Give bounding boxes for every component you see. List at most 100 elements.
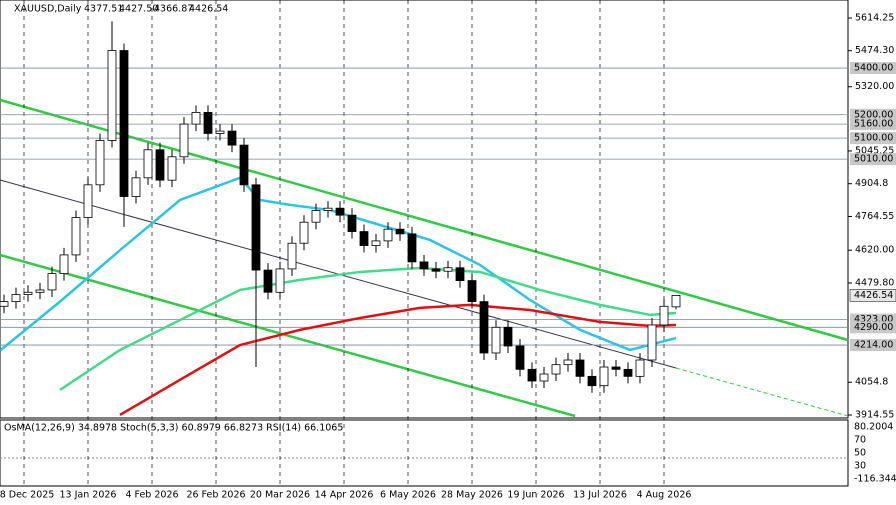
- level-label-box: [850, 321, 896, 334]
- level-label: 4323.00: [854, 314, 893, 325]
- x-tick-label: 26 Feb 2026: [186, 490, 245, 501]
- x-tick-label: 13 Jan 2026: [60, 490, 117, 501]
- candle-body: [563, 359, 573, 366]
- candle-body: [251, 184, 261, 271]
- candle-body: [407, 233, 417, 263]
- candle-body: [23, 291, 33, 296]
- indicator-scale-label: 70: [854, 435, 866, 446]
- y-tick-label: 4764.55: [855, 211, 894, 222]
- level-label-box: [850, 132, 896, 145]
- y-tick-label: 4479.80: [855, 277, 894, 288]
- channel-line: [0, 253, 576, 418]
- y-tick-label: 5474.30: [855, 45, 894, 56]
- candle-body: [287, 242, 297, 270]
- candle-body: [95, 140, 105, 186]
- candle-body: [71, 217, 81, 256]
- level-label-box: [850, 62, 896, 75]
- x-tick-label: 18 Dec 2025: [0, 490, 54, 501]
- x-tick-label: 19 Jun 2026: [507, 490, 564, 501]
- candle-body: [143, 149, 153, 179]
- candle-body: [47, 273, 57, 291]
- y-tick-label: 5614.25: [855, 12, 894, 23]
- candle-body: [191, 112, 201, 125]
- ma-line: [119, 303, 677, 416]
- level-label-box: [850, 108, 896, 121]
- header-value: 4366.87: [154, 4, 193, 15]
- level-label-box: [850, 153, 896, 166]
- level-label-box: [850, 339, 896, 352]
- candle-body: [35, 289, 45, 293]
- x-tick-label: 28 May 2026: [441, 490, 503, 501]
- candle-body: [383, 228, 393, 242]
- y-tick-label: 4620.00: [855, 245, 894, 256]
- candle-body: [275, 268, 285, 293]
- indicator-scale-label: -116.3446: [854, 474, 896, 485]
- level-label: 4290.00: [854, 322, 893, 333]
- candle-body: [203, 112, 213, 134]
- candle-body: [299, 221, 309, 244]
- candle-body: [263, 269, 273, 293]
- x-tick-label: 4 Feb 2026: [125, 490, 178, 501]
- level-label: 5160.00: [854, 119, 893, 130]
- level-label: 5100.00: [854, 133, 893, 144]
- candle-body: [119, 50, 129, 197]
- indicator-scale-label: 50: [854, 448, 866, 459]
- candle-body: [419, 261, 429, 270]
- candle-body: [335, 207, 345, 216]
- chart-title: XAUUSD,Daily: [14, 4, 82, 15]
- candle-body: [227, 130, 237, 146]
- header-value: 4377.51: [84, 4, 123, 15]
- level-label-box: [850, 118, 896, 131]
- price-label: 4426.54: [854, 290, 893, 301]
- y-tick-label: 5320.00: [855, 81, 894, 92]
- x-tick-label: 14 Apr 2026: [315, 490, 374, 501]
- candle-body: [659, 305, 669, 326]
- y-tick-label: 4054.8: [855, 377, 888, 388]
- indicator-scale-label: 80.2004: [854, 422, 893, 433]
- candle-body: [611, 366, 621, 370]
- candle-body: [215, 130, 225, 134]
- level-label: 5200.00: [854, 109, 893, 120]
- x-tick-label: 20 Mar 2026: [250, 490, 310, 501]
- x-tick-label: 4 Aug 2026: [637, 490, 692, 501]
- main-panel: [0, 0, 849, 419]
- indicator-scale-label: 30: [854, 461, 866, 472]
- candle-body: [623, 368, 633, 377]
- candle-body: [455, 267, 465, 281]
- candle-body: [635, 359, 645, 377]
- candle-body: [131, 177, 141, 197]
- y-tick-label: 5045.25: [855, 145, 894, 156]
- level-label: 5400.00: [854, 63, 893, 74]
- candle-body: [539, 373, 549, 382]
- candle-body: [599, 366, 609, 387]
- candle-body: [587, 375, 597, 387]
- level-label: 4214.00: [854, 340, 893, 351]
- indicator-title: OsMA(12,26,9) 34.8978 Stoch(5,3,3) 60.89…: [4, 423, 343, 434]
- candle-body: [443, 267, 453, 272]
- candle-body: [551, 364, 561, 375]
- candle-body: [59, 254, 69, 274]
- candle-body: [515, 345, 525, 370]
- candle-body: [359, 231, 369, 246]
- header-value: 4427.50: [119, 4, 158, 15]
- candle-body: [491, 326, 501, 354]
- y-tick-label: 3914.55: [855, 409, 894, 420]
- candle-body: [347, 214, 357, 232]
- channel-line: [0, 98, 849, 342]
- candle-body: [167, 156, 177, 181]
- x-tick-label: 13 Jul 2026: [573, 490, 627, 501]
- candle-body: [311, 210, 321, 223]
- candle-body: [11, 294, 21, 303]
- candle-body: [155, 149, 165, 181]
- candle-body: [527, 368, 537, 382]
- candle-body: [647, 324, 657, 361]
- candle-body: [431, 268, 441, 272]
- candle-body: [239, 144, 249, 186]
- header-value: 4426.54: [189, 4, 228, 15]
- candle-body: [479, 301, 489, 354]
- candle-body: [575, 359, 585, 377]
- candle-body: [467, 280, 477, 303]
- candle-body: [323, 207, 333, 211]
- x-tick-label: 6 May 2026: [380, 490, 436, 501]
- candle-body: [671, 295, 681, 308]
